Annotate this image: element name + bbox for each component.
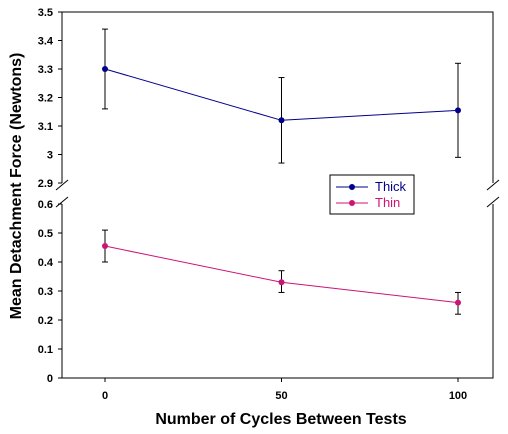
x-tick-label-0: 0 (102, 390, 108, 402)
y-ticks-lower: 0 0.1 0.2 0.3 0.4 0.5 0.6 (38, 199, 62, 385)
legend: Thick Thin (329, 174, 415, 215)
data-point-thin-2 (455, 299, 461, 306)
data-point-thin-1 (278, 279, 285, 286)
y-ticks-upper: 2.9 3 3.1 3.2 3.3 3.4 3.5 (38, 7, 62, 190)
data-point-thick-1 (278, 117, 285, 124)
y-tick-label-upper-3: 3.2 (38, 93, 53, 105)
axis-break-left-upper (55, 179, 69, 191)
y-tick-label-lower-1: 0.1 (38, 344, 53, 356)
series-layer (102, 28, 461, 315)
y-tick-label-upper-5: 3.4 (38, 36, 54, 48)
axis-break-left-lower (55, 196, 69, 208)
data-point-thick-2 (455, 107, 461, 114)
plot-frames (55, 11, 500, 379)
y-tick-label-lower-4: 0.4 (38, 257, 54, 269)
y-tick-label-upper-0: 2.9 (38, 178, 53, 190)
legend-marker-thin (349, 200, 355, 206)
lower-panel-frame (61, 204, 494, 379)
legend-marker-thick (349, 184, 355, 190)
y-tick-label-upper-1: 3 (47, 150, 53, 162)
legend-label-thick: Thick (375, 179, 407, 194)
y-tick-label-upper-4: 3.3 (38, 64, 53, 76)
axis-break-right-lower (486, 196, 500, 208)
y-axis-title: Mean Detachment Force (Newtons) (8, 53, 25, 320)
upper-panel-frame (61, 11, 494, 183)
y-tick-label-lower-0: 0 (47, 373, 53, 385)
y-tick-label-lower-5: 0.5 (38, 228, 53, 240)
legend-label-thin: Thin (375, 195, 400, 210)
y-tick-label-lower-6: 0.6 (38, 199, 53, 211)
y-tick-label-lower-2: 0.2 (38, 315, 53, 327)
axis-break-right-upper (486, 179, 500, 191)
legend-box (329, 174, 415, 215)
x-tick-label-2: 100 (449, 390, 467, 402)
x-tick-label-1: 50 (275, 390, 287, 402)
x-axis-title: Number of Cycles Between Tests (155, 411, 406, 428)
y-tick-label-upper-2: 3.1 (38, 121, 53, 133)
x-ticks: 0 50 100 (102, 378, 467, 402)
data-point-thin-0 (102, 243, 108, 250)
y-tick-label-lower-3: 0.3 (38, 286, 53, 298)
data-point-thick-0 (102, 66, 108, 72)
y-tick-label-upper-6: 3.5 (38, 7, 53, 19)
